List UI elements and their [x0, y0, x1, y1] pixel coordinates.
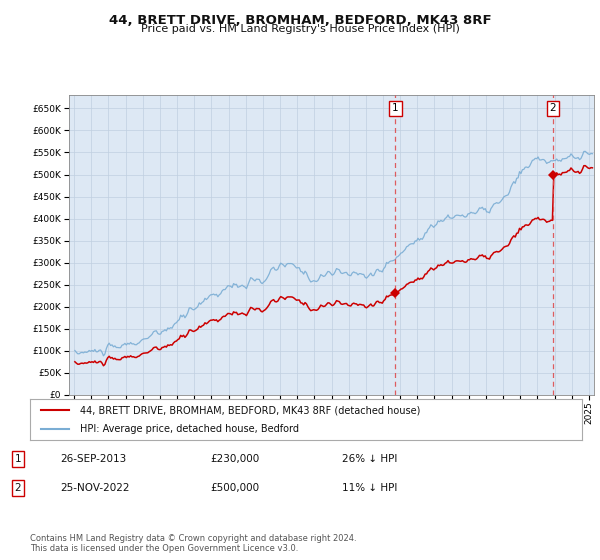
- Text: 1: 1: [14, 454, 22, 464]
- Text: 26-SEP-2013: 26-SEP-2013: [60, 454, 126, 464]
- Text: 1: 1: [392, 104, 399, 114]
- Text: Price paid vs. HM Land Registry's House Price Index (HPI): Price paid vs. HM Land Registry's House …: [140, 24, 460, 34]
- Text: £230,000: £230,000: [210, 454, 259, 464]
- Text: Contains HM Land Registry data © Crown copyright and database right 2024.
This d: Contains HM Land Registry data © Crown c…: [30, 534, 356, 553]
- Text: 2: 2: [14, 483, 22, 493]
- Text: 25-NOV-2022: 25-NOV-2022: [60, 483, 130, 493]
- Text: 11% ↓ HPI: 11% ↓ HPI: [342, 483, 397, 493]
- Text: £500,000: £500,000: [210, 483, 259, 493]
- Text: 44, BRETT DRIVE, BROMHAM, BEDFORD, MK43 8RF: 44, BRETT DRIVE, BROMHAM, BEDFORD, MK43 …: [109, 14, 491, 27]
- Text: HPI: Average price, detached house, Bedford: HPI: Average price, detached house, Bedf…: [80, 424, 299, 435]
- Text: 26% ↓ HPI: 26% ↓ HPI: [342, 454, 397, 464]
- Text: 44, BRETT DRIVE, BROMHAM, BEDFORD, MK43 8RF (detached house): 44, BRETT DRIVE, BROMHAM, BEDFORD, MK43 …: [80, 405, 420, 415]
- Text: 2: 2: [550, 104, 556, 114]
